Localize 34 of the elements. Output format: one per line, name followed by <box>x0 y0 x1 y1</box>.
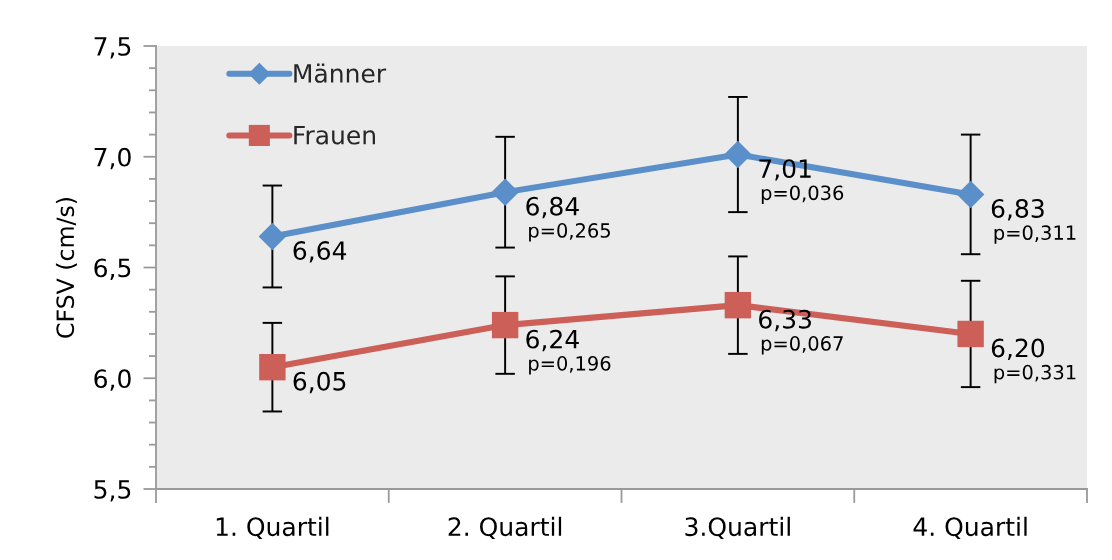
y-tick-label: 6,5 <box>94 258 131 280</box>
y-tick-label: 6,0 <box>94 369 131 391</box>
point <box>956 180 985 209</box>
y-tick-label: 5,5 <box>94 480 131 502</box>
data-label: 7,01 <box>759 159 811 181</box>
data-label: 6,24 <box>526 329 579 352</box>
legend-label: Frauen <box>294 125 375 145</box>
point <box>259 353 286 381</box>
y-axis-title: CFSV (cm/s) <box>55 198 77 338</box>
data-label: 6,05 <box>293 371 346 394</box>
annotation: p=0,265 <box>529 223 610 242</box>
point <box>491 311 519 339</box>
annotation: p=0,331 <box>994 364 1076 384</box>
x-tick-label: 4. Quartil <box>913 516 1027 539</box>
data-label: 6,64 <box>293 241 347 263</box>
x-tick-label: 2. Quartil <box>448 516 562 539</box>
point <box>957 320 984 348</box>
y-tick-label: 7,5 <box>94 37 131 59</box>
annotation: p=0,067 <box>761 336 843 355</box>
annotation: p=0,036 <box>761 185 844 204</box>
x-tick-label: 3.Quartil <box>685 516 790 539</box>
point <box>724 140 752 169</box>
x-tick-label: 1. Quartil <box>216 516 329 539</box>
point <box>724 291 752 319</box>
y-tick-label: 7,0 <box>94 147 131 170</box>
data-label: 6,83 <box>991 199 1044 221</box>
legend-label: Männer <box>294 63 387 83</box>
annotation: p=0,196 <box>529 355 611 375</box>
point <box>258 222 287 251</box>
data-label: 6,20 <box>991 338 1045 361</box>
annotation: p=0,311 <box>994 225 1076 244</box>
point <box>491 178 519 206</box>
data-label: 6,33 <box>759 309 811 332</box>
data-label: 6,84 <box>526 196 579 219</box>
